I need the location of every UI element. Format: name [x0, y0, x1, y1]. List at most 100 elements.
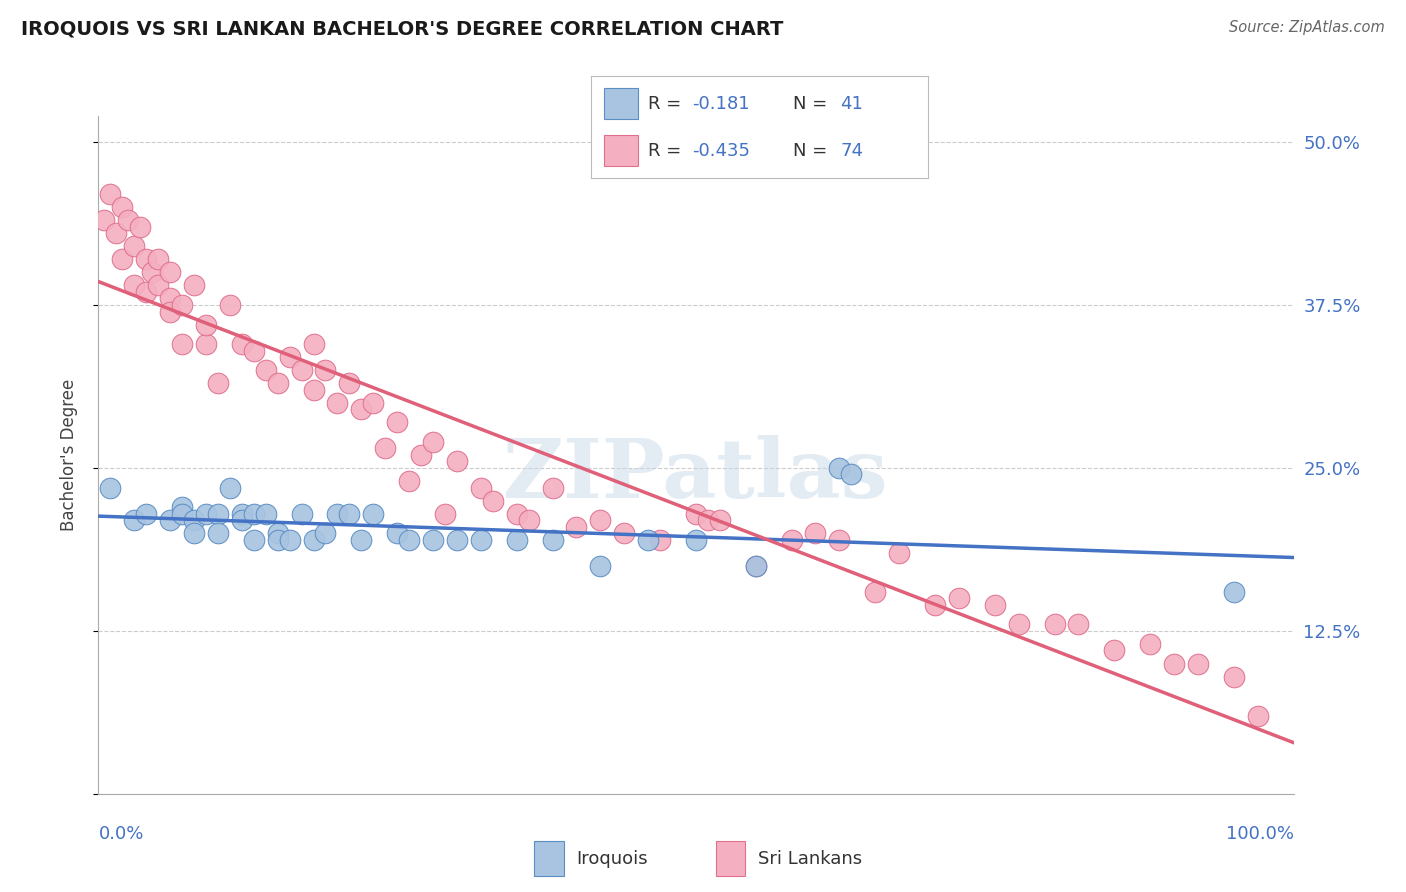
Point [374, 442, 396, 456]
Point [481, 493, 505, 508]
Point [124, 239, 146, 253]
Point [93, 213, 115, 227]
Text: R =: R = [648, 95, 688, 112]
Point [1007, 617, 1029, 632]
Point [350, 402, 373, 417]
Point [385, 415, 409, 429]
Point [124, 278, 146, 293]
Y-axis label: Bachelor's Degree: Bachelor's Degree [59, 379, 77, 531]
Point [745, 558, 768, 573]
Point [924, 598, 946, 612]
Point [398, 533, 420, 547]
Point [339, 376, 360, 391]
Point [984, 598, 1007, 612]
Point [506, 533, 529, 547]
Point [111, 252, 134, 267]
Point [194, 507, 218, 521]
Bar [605, 136, 638, 166]
Point [363, 396, 385, 410]
Point [159, 513, 181, 527]
Text: N =: N = [793, 142, 832, 160]
Point [889, 546, 911, 560]
Text: Sri Lankans: Sri Lankans [758, 849, 862, 868]
Point [254, 363, 277, 377]
Point [697, 513, 720, 527]
Point [446, 454, 468, 468]
Text: R =: R = [648, 142, 688, 160]
Point [613, 526, 636, 541]
Point [243, 507, 266, 521]
Point [105, 227, 128, 241]
Point [804, 526, 827, 541]
Point [446, 533, 468, 547]
Point [207, 507, 229, 521]
Point [267, 376, 290, 391]
Point [517, 513, 540, 527]
Point [315, 526, 337, 541]
Point [159, 292, 181, 306]
Point [589, 558, 612, 573]
Text: Iroquois: Iroquois [576, 849, 648, 868]
Point [828, 533, 851, 547]
Point [278, 350, 301, 364]
Point [315, 363, 337, 377]
Point [302, 337, 325, 351]
Text: -0.435: -0.435 [692, 142, 749, 160]
Point [709, 513, 731, 527]
Point [172, 337, 194, 351]
Point [98, 481, 122, 495]
Point [148, 278, 170, 293]
Point [302, 533, 325, 547]
Point [398, 474, 420, 488]
Point [183, 278, 205, 293]
Point [780, 533, 803, 547]
Text: 41: 41 [841, 95, 863, 112]
Point [254, 507, 277, 521]
Point [1043, 617, 1066, 632]
Point [135, 285, 157, 299]
Point [470, 533, 492, 547]
Point [183, 513, 205, 527]
Point [207, 376, 229, 391]
Point [172, 507, 194, 521]
Point [541, 533, 564, 547]
Point [745, 558, 768, 573]
Point [1163, 657, 1185, 671]
Point [219, 481, 242, 495]
Point [194, 318, 218, 332]
Point [194, 337, 218, 351]
Text: 74: 74 [841, 142, 863, 160]
Point [648, 533, 672, 547]
Point [1067, 617, 1090, 632]
Point [159, 265, 181, 279]
Point [841, 467, 863, 482]
Point [1246, 708, 1268, 723]
Point [1222, 584, 1246, 599]
Point [422, 533, 444, 547]
Point [243, 533, 266, 547]
Point [637, 533, 659, 547]
Point [231, 513, 253, 527]
Point [183, 526, 205, 541]
Point [172, 298, 194, 312]
Point [589, 513, 612, 527]
Point [685, 507, 707, 521]
Point [506, 507, 529, 521]
Point [124, 513, 146, 527]
Point [470, 481, 492, 495]
Point [135, 507, 157, 521]
Point [326, 396, 349, 410]
Point [111, 200, 134, 214]
Text: IROQUOIS VS SRI LANKAN BACHELOR'S DEGREE CORRELATION CHART: IROQUOIS VS SRI LANKAN BACHELOR'S DEGREE… [21, 20, 783, 38]
Point [350, 533, 373, 547]
Text: Source: ZipAtlas.com: Source: ZipAtlas.com [1229, 20, 1385, 35]
Text: N =: N = [793, 95, 832, 112]
Point [411, 448, 433, 462]
Point [565, 519, 588, 533]
Point [243, 343, 266, 358]
Point [363, 507, 385, 521]
Point [117, 213, 139, 227]
Point [948, 591, 970, 606]
Point [231, 337, 253, 351]
Point [129, 219, 152, 234]
